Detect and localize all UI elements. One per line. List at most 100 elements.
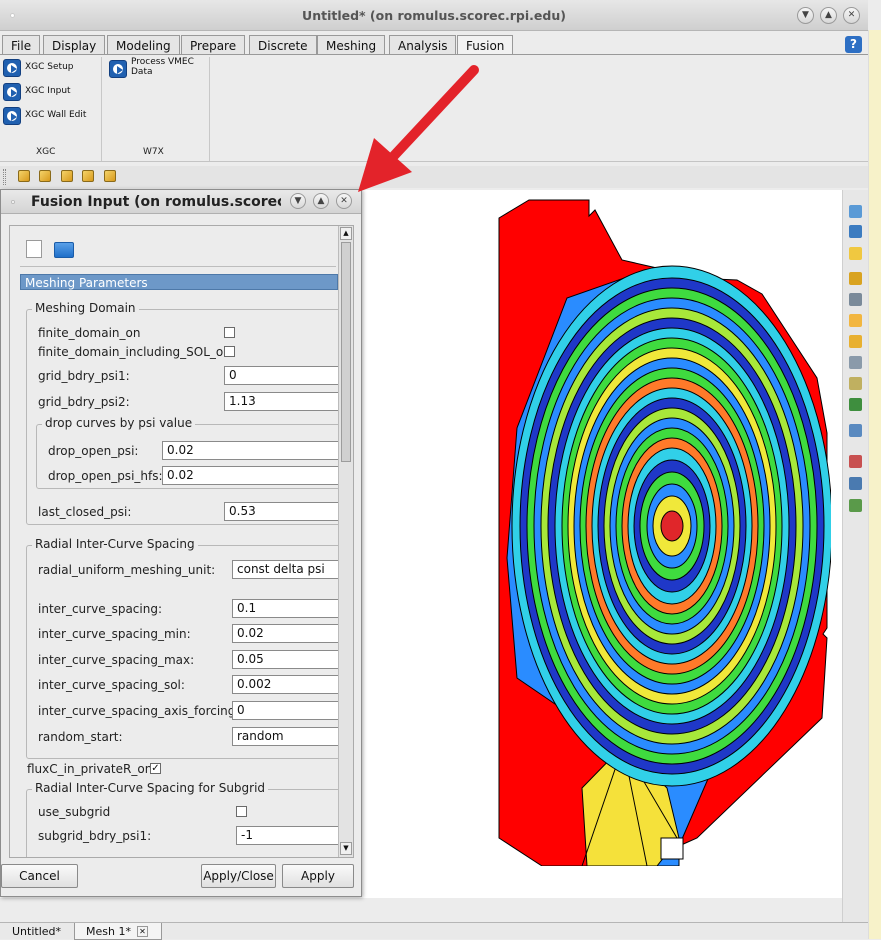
view-cube-icon[interactable] [104,170,116,182]
tab-discrete[interactable]: Discrete [249,35,317,55]
grid-bdry-psi2-field[interactable]: 1.13 [224,392,339,411]
section-selector[interactable]: Meshing Parameters [20,274,338,290]
apply-close-button[interactable]: Apply/Close [201,864,276,888]
inter-curve-spacing-field[interactable]: 0.1 [232,599,339,618]
drop-open-psi-label: drop_open_psi: [48,444,139,458]
tab-file[interactable]: File [2,35,41,55]
random-start-select[interactable]: random [232,727,339,746]
dialog-menu-icon[interactable] [11,200,15,204]
document-tabs: Untitled* Mesh 1* ✕ [0,922,868,940]
dialog-maximize-button[interactable]: ▲ [313,193,329,209]
new-file-icon[interactable] [26,240,42,258]
last-closed-psi-label: last_closed_psi: [38,505,132,519]
inter-curve-spacing-min-field[interactable]: 0.02 [232,624,339,643]
select-box-icon[interactable] [849,477,862,490]
inter-curve-spacing-min-label: inter_curve_spacing_min: [38,627,191,641]
ribbon-separator [209,57,210,161]
cancel-button[interactable]: Cancel [1,864,78,888]
tab-meshing[interactable]: Meshing [317,35,386,55]
drop-open-psi-hfs-field[interactable]: 0.02 [162,466,339,485]
inter-curve-spacing-max-field[interactable]: 0.05 [232,650,339,669]
inter-curve-spacing-max-label: inter_curve_spacing_max: [38,653,195,667]
diamond-icon[interactable] [849,424,862,437]
meshing-domain-group [26,309,353,525]
dialog-titlebar: Fusion Input (on romulus.scorec.rpi ▼ ▲ … [1,190,361,214]
ribbon-separator [101,57,102,161]
inter-curve-spacing-sol-field[interactable]: 0.002 [232,675,339,694]
finite-domain-on-checkbox[interactable] [224,327,235,338]
radial-uniform-meshing-unit-select[interactable]: const delta psi [232,560,339,579]
last-closed-psi-field[interactable]: 0.53 [224,502,339,521]
close-button[interactable]: ✕ [843,7,860,24]
grid-bdry-psi1-label: grid_bdry_psi1: [38,369,130,383]
subgrid-bdry-psi1-field[interactable]: -1 [236,826,339,845]
xgc-input-button[interactable]: XGC Input [3,83,71,101]
outer-scrollbar[interactable] [868,30,881,939]
scroll-down-icon[interactable]: ▼ [340,842,352,855]
radial-spacing-label: Radial Inter-Curve Spacing [32,537,198,551]
tab-modeling[interactable]: Modeling [107,35,180,55]
cube-gray-icon[interactable] [849,356,862,369]
minimize-button[interactable]: ▼ [797,7,814,24]
finite-domain-on-label: finite_domain_on [38,326,141,340]
xgc-setup-button[interactable]: XGC Setup [3,59,73,77]
cube-outline-icon[interactable] [849,314,862,327]
finite-domain-including-sol-label: finite_domain_including_SOL_on [38,345,231,359]
cube-mixed-icon[interactable] [849,377,862,390]
grid-bdry-psi1-field[interactable]: 0 [224,366,339,385]
xgc-setup-label: XGC Setup [25,62,74,72]
drop-curves-label: drop curves by psi value [42,416,196,430]
red-arrow-annotation [358,65,479,192]
folder-icon[interactable] [849,247,862,260]
tab-prepare[interactable]: Prepare [181,35,246,55]
scroll-thumb[interactable] [341,242,351,462]
view-cube-icon[interactable] [18,170,30,182]
inter-curve-spacing-sol-label: inter_curve_spacing_sol: [38,678,185,692]
xgc-wall-edit-label: XGC Wall Edit [25,110,87,120]
dialog-scrollbar[interactable]: ▲ ▼ [338,226,353,857]
inter-curve-spacing-label: inter_curve_spacing: [38,602,163,616]
fluxc-in-privater-checkbox[interactable]: ✓ [150,763,161,774]
fusion-input-dialog: Fusion Input (on romulus.scorec.rpi ▼ ▲ … [0,189,362,897]
view-cube-icon[interactable] [61,170,73,182]
grid-icon[interactable] [849,225,862,238]
cube-gray-icon[interactable] [849,293,862,306]
use-subgrid-checkbox[interactable] [236,806,247,817]
xgc-group-label: XGC [36,147,56,157]
apply-button[interactable]: Apply [282,864,354,888]
xgc-input-label: XGC Input [25,86,71,96]
view-cube-icon[interactable] [39,170,51,182]
use-subgrid-label: use_subgrid [38,805,111,819]
tab-fusion[interactable]: Fusion [457,35,514,56]
close-tab-icon[interactable]: ✕ [137,926,148,937]
window-menu-icon[interactable] [10,13,15,18]
view-cube-icon[interactable] [82,170,94,182]
tokamak-mesh-plot [498,199,831,866]
drop-open-psi-field[interactable]: 0.02 [162,441,339,460]
tab-display[interactable]: Display [43,35,106,55]
maximize-button[interactable]: ▲ [820,7,837,24]
tab-analysis[interactable]: Analysis [389,35,457,55]
mesh-view-icon[interactable] [849,205,862,218]
tab-untitled[interactable]: Untitled* [12,925,62,938]
random-start-label: random_start: [38,730,123,744]
select-add-icon[interactable] [849,455,862,468]
cube-info-icon[interactable] [849,272,862,285]
drop-open-psi-hfs-label: drop_open_psi_hfs: [48,469,163,483]
process-vmec-data-button[interactable]: Process VMEC Data [109,57,207,78]
meshing-domain-label: Meshing Domain [32,301,139,315]
dialog-minimize-button[interactable]: ▼ [290,193,306,209]
right-toolbar [842,190,868,922]
axis-icon[interactable] [849,499,862,512]
radial-uniform-meshing-unit-label: radial_uniform_meshing_unit: [38,563,216,577]
scroll-up-icon[interactable]: ▲ [340,227,352,240]
tab-mesh-1-label: Mesh 1* [86,925,131,938]
inter-curve-spacing-axis-forcing-field[interactable]: 0 [232,701,339,720]
cube-yellow-icon[interactable] [849,335,862,348]
help-icon[interactable]: ? [845,36,862,53]
dialog-close-button[interactable]: ✕ [336,193,352,209]
open-folder-icon[interactable] [54,242,74,258]
finite-domain-including-sol-checkbox[interactable] [224,346,235,357]
xgc-wall-edit-button[interactable]: XGC Wall Edit [3,107,86,125]
cube-green-icon[interactable] [849,398,862,411]
